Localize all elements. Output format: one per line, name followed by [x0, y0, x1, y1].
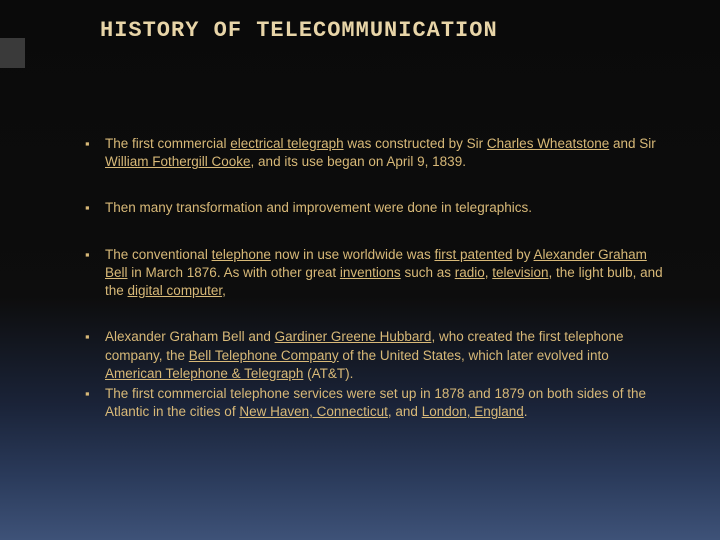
- bullet-item: Then many transformation and improvement…: [85, 199, 665, 217]
- underlined-text: Bell Telephone Company: [189, 348, 339, 363]
- underlined-text: Charles Wheatstone: [487, 136, 609, 151]
- slide-body: The first commercial electrical telegrap…: [85, 135, 665, 421]
- underlined-text: Gardiner Greene Hubbard: [275, 329, 432, 344]
- bullet-list: The first commercial electrical telegrap…: [85, 135, 665, 421]
- underlined-text: digital computer: [128, 283, 223, 298]
- accent-bar: [0, 38, 25, 68]
- underlined-text: radio: [455, 265, 485, 280]
- bullet-item: The first commercial electrical telegrap…: [85, 135, 665, 171]
- body-text: Alexander Graham Bell and: [105, 329, 275, 344]
- underlined-text: first patented: [434, 247, 512, 262]
- underlined-text: American Telephone & Telegraph: [105, 366, 303, 381]
- body-text: The first commercial: [105, 136, 230, 151]
- body-text: by: [513, 247, 534, 262]
- bullet-item: The first commercial telephone services …: [85, 385, 665, 421]
- underlined-text: electrical telegraph: [230, 136, 343, 151]
- body-text: in March 1876. As with other great: [128, 265, 340, 280]
- body-text: , and: [388, 404, 422, 419]
- slide: HISTORY OF TELECOMMUNICATION The first c…: [0, 0, 720, 540]
- underlined-text: London, England: [422, 404, 524, 419]
- body-text: Then many transformation and improvement…: [105, 200, 532, 215]
- body-text: .: [524, 404, 528, 419]
- bullet-item: The conventional telephone now in use wo…: [85, 246, 665, 301]
- body-text: , and its use began on April 9, 1839.: [251, 154, 466, 169]
- body-text: (AT&T).: [303, 366, 353, 381]
- body-text: and Sir: [609, 136, 656, 151]
- body-text: of the United States, which later evolve…: [339, 348, 609, 363]
- body-text: now in use worldwide was: [271, 247, 435, 262]
- underlined-text: inventions: [340, 265, 401, 280]
- body-text: was constructed by Sir: [344, 136, 487, 151]
- underlined-text: television: [492, 265, 548, 280]
- underlined-text: telephone: [212, 247, 271, 262]
- body-text: The conventional: [105, 247, 212, 262]
- bullet-item: Alexander Graham Bell and Gardiner Green…: [85, 328, 665, 383]
- body-text: such as: [401, 265, 455, 280]
- slide-title: HISTORY OF TELECOMMUNICATION: [100, 18, 498, 43]
- underlined-text: William Fothergill Cooke: [105, 154, 251, 169]
- underlined-text: New Haven, Connecticut: [239, 404, 388, 419]
- body-text: ,: [222, 283, 226, 298]
